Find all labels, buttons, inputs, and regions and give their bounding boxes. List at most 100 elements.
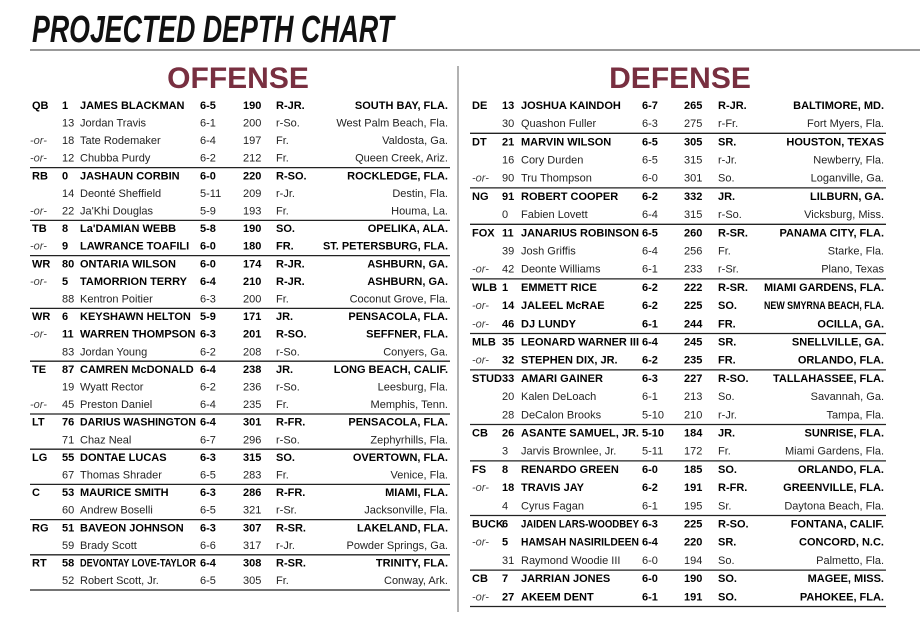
class-year: Fr. xyxy=(276,294,289,306)
weight: 200 xyxy=(243,294,261,306)
class-year: R-SO. xyxy=(276,329,307,341)
weight: 315 xyxy=(684,209,702,221)
height: 6-4 xyxy=(642,537,659,549)
hometown: Memphis, Tenn. xyxy=(371,399,448,411)
class-year: r-Sr. xyxy=(276,505,297,517)
jersey-number: 30 xyxy=(502,118,514,130)
hometown: Venice, Fla. xyxy=(391,470,448,482)
player-name: Tru Thompson xyxy=(521,173,592,185)
weight: 256 xyxy=(684,246,702,258)
hometown: Miami Gardens, Fla. xyxy=(785,446,884,458)
player-name: Chaz Neal xyxy=(80,434,131,446)
jersey-number: 7 xyxy=(502,573,508,585)
class-year: R-JR. xyxy=(276,276,305,288)
class-year: r-So. xyxy=(276,434,300,446)
jersey-number: 13 xyxy=(502,100,514,112)
height: 6-2 xyxy=(642,191,658,203)
hometown: LONG BEACH, CALIF. xyxy=(334,364,448,376)
hometown: Starke, Fla. xyxy=(828,246,884,258)
or-tag: -or- xyxy=(472,173,489,185)
player-name: JASHAUN CORBIN xyxy=(80,170,180,182)
weight: 195 xyxy=(684,500,702,512)
jersey-number: 46 xyxy=(502,318,514,330)
jersey-number: 32 xyxy=(502,355,514,367)
position: STUD xyxy=(472,373,502,385)
height: 6-7 xyxy=(642,100,658,112)
position: DE xyxy=(472,100,487,112)
player-name: ASANTE SAMUEL, JR. xyxy=(521,428,639,440)
player-name: Preston Daniel xyxy=(80,399,152,411)
jersey-number: 5 xyxy=(62,276,68,288)
class-year: R-SR. xyxy=(276,558,306,570)
position: QB xyxy=(32,100,49,112)
player-name: CAMREN McDONALD xyxy=(80,364,194,376)
jersey-number: 16 xyxy=(502,155,514,167)
position: CB xyxy=(472,428,488,440)
class-year: SR. xyxy=(718,337,736,349)
weight: 210 xyxy=(243,276,261,288)
height: 6-1 xyxy=(642,391,658,403)
class-year: FR. xyxy=(718,318,736,330)
class-year: Fr. xyxy=(276,206,289,218)
hometown: SOUTH BAY, FLA. xyxy=(355,100,448,112)
height: 6-5 xyxy=(200,575,216,587)
jersey-number: 83 xyxy=(62,346,74,358)
weight: 197 xyxy=(243,135,261,147)
hometown: ASHBURN, GA. xyxy=(367,258,448,270)
hometown: TRINITY, FLA. xyxy=(376,558,448,570)
position: BUCK xyxy=(472,519,504,531)
class-year: r-Jr. xyxy=(718,155,737,167)
jersey-number: 12 xyxy=(62,153,74,165)
player-name: Tate Rodemaker xyxy=(80,135,161,147)
height: 6-4 xyxy=(200,399,216,411)
player-name: DJ LUNDY xyxy=(521,318,577,330)
height: 6-1 xyxy=(642,318,658,330)
height: 6-4 xyxy=(200,417,217,429)
height: 5-11 xyxy=(200,188,221,200)
player-name: LAWRANCE TOAFILI xyxy=(80,241,189,253)
hometown: Newberry, Fla. xyxy=(813,155,884,167)
weight: 317 xyxy=(243,540,261,552)
hometown: ORLANDO, FLA. xyxy=(798,355,884,367)
class-year: SO. xyxy=(718,573,737,585)
hometown: ROCKLEDGE, FLA. xyxy=(347,170,448,182)
jersey-number: 20 xyxy=(502,391,514,403)
weight: 315 xyxy=(243,452,261,464)
hometown: HOUSTON, TEXAS xyxy=(786,136,884,148)
class-year: SO. xyxy=(276,223,295,235)
player-name: Cory Durden xyxy=(521,155,583,167)
weight: 220 xyxy=(243,170,261,182)
height: 6-0 xyxy=(200,170,216,182)
player-name: MARVIN WILSON xyxy=(521,136,611,148)
height: 6-5 xyxy=(642,227,658,239)
jersey-number: 8 xyxy=(62,223,68,235)
hometown: Valdosta, Ga. xyxy=(382,135,448,147)
hometown: TALLAHASSEE, FLA. xyxy=(773,373,884,385)
class-year: Fr. xyxy=(718,246,731,258)
player-name: JAIDEN LARS-WOODBEY xyxy=(521,519,640,531)
hometown: West Palm Beach, Fla. xyxy=(336,118,448,130)
hometown: MAGEE, MISS. xyxy=(808,573,884,585)
weight: 238 xyxy=(243,364,261,376)
weight: 321 xyxy=(243,505,261,517)
jersey-number: 4 xyxy=(502,500,508,512)
player-name: DONTAE LUCAS xyxy=(80,452,167,464)
hometown: Leesburg, Fla. xyxy=(378,382,448,394)
or-tag: -or- xyxy=(472,355,489,367)
weight: 171 xyxy=(243,311,261,323)
class-year: r-Jr. xyxy=(276,188,295,200)
weight: 220 xyxy=(684,537,702,549)
class-year: Fr. xyxy=(276,399,289,411)
height: 6-0 xyxy=(200,241,216,253)
jersey-number: 5 xyxy=(502,537,508,549)
position: NG xyxy=(472,191,489,203)
section-heading: DEFENSE xyxy=(609,62,751,95)
class-year: Fr. xyxy=(718,446,731,458)
player-name: Robert Scott, Jr. xyxy=(80,575,159,587)
weight: 236 xyxy=(243,382,261,394)
weight: 174 xyxy=(243,258,262,270)
player-name: Kalen DeLoach xyxy=(521,391,596,403)
or-tag: -or- xyxy=(30,206,47,218)
player-name: Cyrus Fagan xyxy=(521,500,584,512)
